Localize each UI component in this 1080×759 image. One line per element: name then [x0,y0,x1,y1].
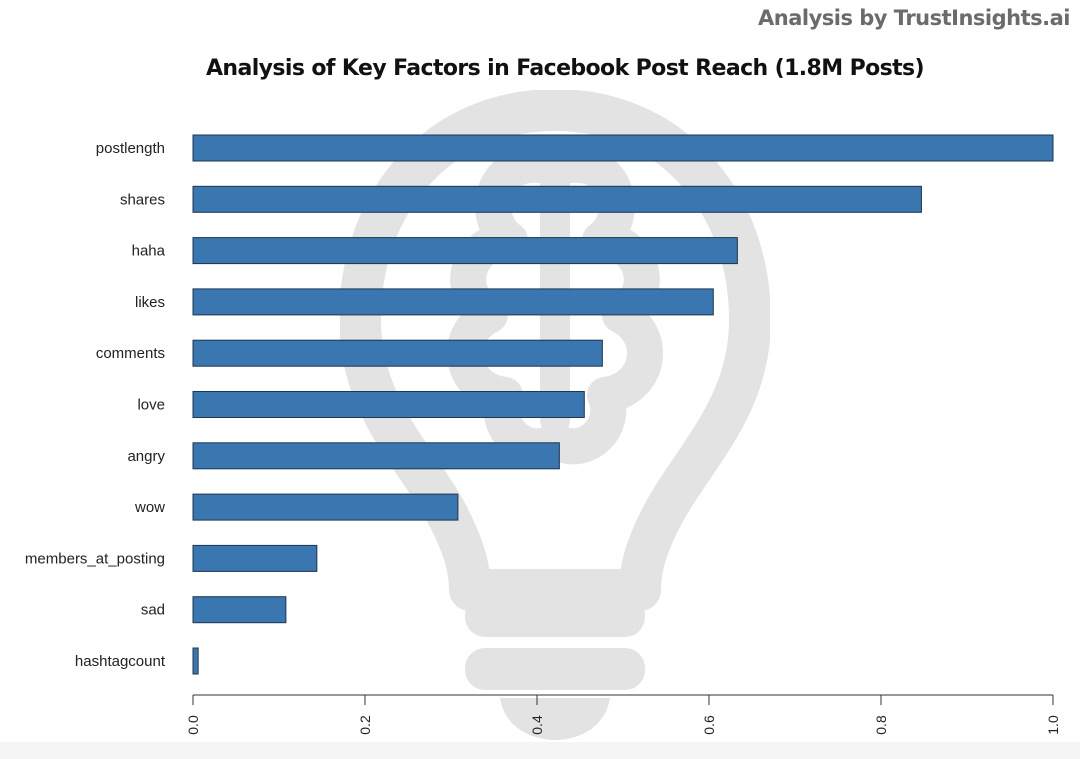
bar-members_at_posting [192,544,318,572]
bar-love [192,391,585,418]
bars-group [192,134,1054,675]
bar-likes [192,288,714,316]
category-label: likes [135,294,165,311]
category-label: wow [134,499,165,516]
bottom-band [0,742,1080,759]
bar-postlength [192,134,1054,162]
x-tick-label: 0.0 [185,715,201,735]
category-labels: postlength shares haha likes comments love ang… [25,140,166,670]
x-axis: 0.0 0.2 0.4 0.6 0.8 1.0 [185,694,1061,735]
x-tick-label: 1.0 [1045,715,1061,735]
bar-wow [192,493,459,521]
category-label: postlength [96,140,165,157]
category-label: haha [132,243,166,260]
x-tick-label: 0.2 [357,715,373,735]
x-tick-label: 0.6 [701,715,717,735]
category-label: hashtagcount [75,653,166,670]
category-label: sad [141,602,165,619]
bar-hashtagcount [192,647,199,675]
x-tick-label: 0.4 [529,715,545,735]
category-label: comments [96,345,165,362]
x-tick-label: 0.8 [873,715,889,735]
category-label: love [137,397,165,414]
category-label: shares [120,191,165,208]
category-label: angry [127,448,165,465]
chart-title: Analysis of Key Factors in Facebook Post… [205,56,925,81]
credit-text: Analysis by TrustInsights.ai [758,6,1071,30]
bar-haha [192,237,738,265]
bar-angry [192,442,560,470]
bar-sad [192,596,287,624]
bar-comments [192,339,603,367]
category-label: members_at_posting [25,550,165,567]
bar-shares [192,185,922,213]
